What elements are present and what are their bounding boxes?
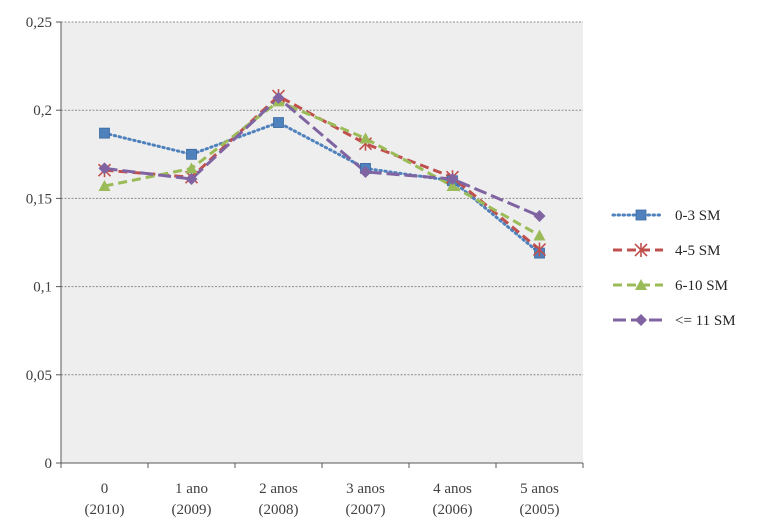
x-tick-label-year: (2009)	[172, 502, 212, 518]
legend-item: 6-10 SM	[613, 278, 728, 294]
x-tick-label: 1 ano	[175, 481, 208, 497]
legend-item: 0-3 SM	[611, 208, 720, 224]
data-point	[98, 162, 111, 175]
x-tick-label: 3 anos	[346, 481, 385, 497]
data-point	[533, 210, 546, 223]
y-tick-label: 0,2	[33, 103, 52, 119]
x-tick-label: 2 anos	[259, 481, 298, 497]
y-tick-label: 0,25	[26, 15, 52, 31]
legend-label: 0-3 SM	[675, 208, 720, 224]
y-tick-label: 0	[45, 456, 53, 472]
series-line-4	[104, 96, 541, 218]
axes	[56, 21, 584, 468]
data-point	[185, 172, 198, 185]
data-point	[273, 117, 284, 128]
y-tick-label: 0,15	[26, 191, 52, 207]
legend-marker	[634, 243, 648, 257]
data-point	[99, 127, 110, 139]
x-tick-label-year: (2005)	[520, 502, 560, 518]
legend-item: <= 11 SM	[613, 313, 736, 329]
y-axis-tick-labels: 0 0,05 0,1 0,15 0,2 0,25	[26, 15, 52, 472]
x-tick-label-year: (2006)	[433, 502, 473, 518]
data-point	[98, 180, 111, 192]
data-point	[532, 242, 547, 257]
data-point	[446, 172, 459, 185]
x-axis-tick-labels: 0 (2010) 1 ano (2009) 2 anos (2008) 3 anos (200…	[85, 481, 560, 518]
series-line-3	[104, 99, 541, 237]
y-tick-label: 0,05	[26, 368, 52, 384]
data-point	[359, 132, 372, 144]
legend-marker	[635, 279, 647, 290]
x-tick-label: 4 anos	[433, 481, 472, 497]
x-tick-label-year: (2007)	[346, 502, 386, 518]
x-tick-label-year: (2010)	[85, 502, 125, 518]
data-point	[272, 91, 285, 104]
plot-area	[61, 22, 583, 463]
legend-marker	[635, 209, 647, 221]
legend-label: 6-10 SM	[675, 278, 728, 294]
legend-label: 4-5 SM	[675, 243, 720, 259]
plot-background	[61, 22, 583, 463]
x-tick-label: 0	[101, 481, 109, 497]
legend-item: 4-5 SM	[613, 243, 720, 259]
legend: 0-3 SM 4-5 SM 6-10 SM <= 11 SM	[611, 208, 736, 329]
series-lines	[103, 94, 541, 255]
y-tick-label: 0,1	[33, 280, 52, 296]
series-markers	[97, 89, 547, 259]
data-point	[186, 148, 197, 160]
legend-marker	[635, 314, 647, 326]
x-tick-label: 5 anos	[520, 481, 559, 497]
data-point	[446, 180, 459, 192]
x-tick-label-year: (2008)	[259, 502, 299, 518]
legend-label: <= 11 SM	[675, 313, 736, 329]
data-point	[533, 229, 546, 241]
data-point	[359, 165, 372, 178]
data-point	[185, 162, 198, 174]
